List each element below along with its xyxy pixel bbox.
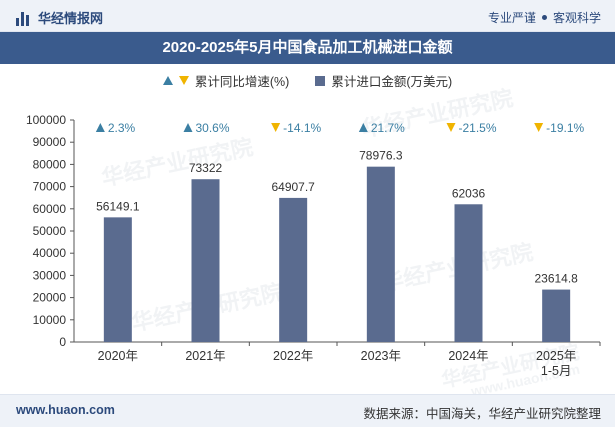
x-tick-label: 2023年: [361, 349, 401, 363]
growth-up-marker: [95, 123, 105, 132]
bar-value-label: 23614.8: [534, 272, 578, 286]
growth-label: 30.6%: [196, 121, 230, 135]
triangle-up-icon: [162, 76, 173, 85]
bar: [366, 166, 395, 342]
growth-label: -19.1%: [546, 121, 584, 135]
x-tick-label: 2022年: [273, 349, 313, 363]
legend-growth-label: 累计同比增速(%): [194, 75, 290, 89]
legend-amount: 累计进口金额(万美元): [315, 71, 452, 90]
bar: [103, 217, 132, 342]
separator-dot-icon: [541, 15, 547, 20]
growth-label: -21.5%: [459, 121, 497, 135]
bar-logo-icon: [16, 10, 32, 26]
top-banner: 华经情报网 专业严谨 客观科学: [0, 0, 615, 32]
legend-growth: 累计同比增速(%): [162, 71, 290, 90]
y-tick-label: 10000: [33, 313, 67, 327]
chart-title: 2020-2025年5月中国食品加工机械进口金额: [0, 32, 615, 64]
slogan-part-1: 专业严谨: [487, 11, 536, 25]
x-tick-label: 2025年: [536, 349, 576, 363]
bar-swatch-icon: [315, 75, 326, 86]
growth-down-marker: [534, 123, 544, 132]
y-tick-label: 70000: [33, 180, 67, 194]
y-tick-label: 60000: [33, 202, 67, 216]
slogan-part-2: 客观科学: [552, 11, 601, 25]
x-tick-label: 2020年: [98, 349, 138, 363]
footer: www.huaon.com 数据来源：中国海关，华经产业研究院整理: [0, 394, 615, 427]
y-tick-label: 40000: [33, 246, 67, 260]
y-tick-label: 0: [59, 335, 66, 349]
brand-logo[interactable]: 华经情报网: [16, 8, 103, 27]
growth-down-marker: [271, 123, 281, 132]
growth-label: -14.1%: [283, 121, 321, 135]
y-tick-label: 30000: [33, 268, 67, 282]
y-tick-label: 50000: [33, 224, 67, 238]
bar-value-label: 62036: [452, 186, 486, 200]
growth-down-marker: [446, 123, 456, 132]
bar: [542, 289, 571, 342]
growth-label: 2.3%: [108, 121, 136, 135]
bar-value-label: 73322: [189, 161, 223, 175]
bar-chart: 0 10000 20000 30000 40000 50000 60000 70000 8000…: [26, 113, 601, 378]
triangle-down-icon: [178, 76, 189, 85]
bar: [454, 204, 483, 342]
legend-amount-label: 累计进口金额(万美元): [331, 75, 453, 89]
x-tick-label: 2021年: [185, 349, 225, 363]
y-tick-label: 20000: [33, 291, 67, 305]
footer-source: 数据来源：中国海关，华经产业研究院整理: [363, 407, 601, 421]
bar-value-label: 56149.1: [96, 199, 140, 213]
brand-name: 华经情报网: [38, 11, 104, 26]
bar-value-label: 64907.7: [271, 180, 315, 194]
growth-label: 21.7%: [371, 121, 405, 135]
footer-website-link[interactable]: www.huaon.com: [16, 403, 115, 417]
x-tick-label: 2024年: [448, 349, 488, 363]
growth-up-marker: [358, 123, 368, 132]
y-tick-label: 90000: [33, 135, 67, 149]
bar: [279, 197, 308, 342]
x-tick-label: 1-5月: [541, 364, 572, 378]
y-tick-label: 100000: [26, 113, 66, 127]
bar: [191, 179, 220, 342]
y-tick-label: 80000: [33, 157, 67, 171]
bar-value-label: 78976.3: [359, 149, 403, 163]
slogan: 专业严谨 客观科学: [488, 9, 601, 26]
growth-up-marker: [183, 123, 193, 132]
chart-legend: 累计同比增速(%) 累计进口金额(万美元): [0, 71, 615, 90]
